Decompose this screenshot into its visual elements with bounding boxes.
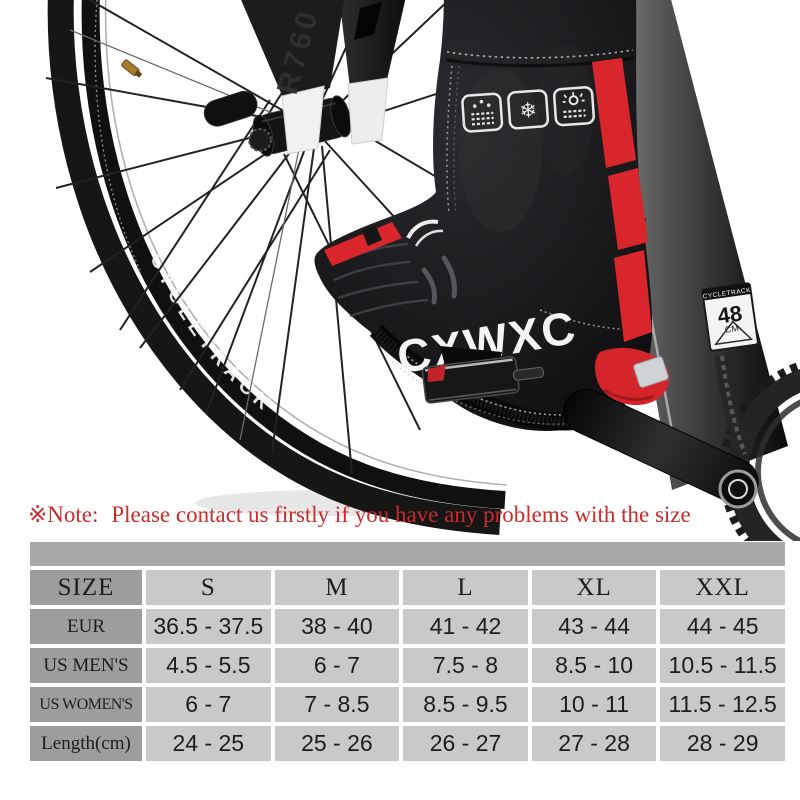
feature-badges: ❄ xyxy=(461,86,595,133)
red-stripes xyxy=(592,58,652,342)
us-womens-xl: 10 - 11 xyxy=(531,687,657,722)
row-label-length: Length(cm) xyxy=(30,726,142,761)
quick-release-lever xyxy=(203,90,272,152)
frame-size-sticker: CYCLETRACK 48 CM xyxy=(701,282,759,352)
seat-stays: R760 xyxy=(241,0,406,155)
note-prefix: ※Note: xyxy=(28,502,99,527)
row-label-us-womens: US WOMEN'S xyxy=(30,687,142,722)
eur-l: 41 - 42 xyxy=(403,609,528,644)
svg-text:❄: ❄ xyxy=(519,98,538,123)
size-chart-table: SIZE S M L XL XXL EUR 36.5 - 37.5 38 - 4… xyxy=(30,570,785,761)
us-mens-m: 6 - 7 xyxy=(274,648,400,683)
vent-slits xyxy=(421,255,457,305)
us-womens-m: 7 - 8.5 xyxy=(274,687,400,722)
row-label-eur: EUR xyxy=(30,609,142,644)
size-chart-header-s: S xyxy=(146,570,271,605)
cuff-stitching xyxy=(446,49,634,59)
us-womens-xxl: 11.5 - 12.5 xyxy=(660,687,785,722)
us-mens-xxl: 10.5 - 11.5 xyxy=(660,648,785,683)
reflective-strip xyxy=(633,356,669,388)
svg-text:48: 48 xyxy=(716,300,744,328)
note-body: Please contact us firstly if you have an… xyxy=(111,502,691,527)
product-photo: CYCLETRACK xyxy=(45,0,800,541)
eur-xxl: 44 - 45 xyxy=(660,609,785,644)
table-top-band xyxy=(30,542,785,566)
row-label-us-mens: US MEN'S xyxy=(30,648,142,683)
us-mens-s: 4.5 - 5.5 xyxy=(146,648,271,683)
svg-text:CM: CM xyxy=(724,323,739,335)
us-womens-s: 6 - 7 xyxy=(146,687,271,722)
eur-s: 36.5 - 37.5 xyxy=(146,609,271,644)
size-chart-header-m: M xyxy=(274,570,400,605)
length-m: 25 - 26 xyxy=(274,726,400,761)
length-xxl: 28 - 29 xyxy=(660,726,785,761)
toe-red-band xyxy=(324,219,444,266)
pedal xyxy=(421,356,544,404)
snowflake-icon: ❄ xyxy=(507,89,550,130)
size-chart-header-xxl: XXL xyxy=(660,570,785,605)
eur-m: 38 - 40 xyxy=(274,609,400,644)
crank-arm xyxy=(563,388,759,509)
us-mens-l: 7.5 - 8 xyxy=(403,648,528,683)
us-mens-xl: 8.5 - 10 xyxy=(531,648,657,683)
waterproof-icon xyxy=(461,92,504,133)
length-l: 26 - 27 xyxy=(403,726,528,761)
size-note: ※Note: Please contact us firstly if you h… xyxy=(28,502,788,528)
size-chart-header-size: SIZE xyxy=(30,570,142,605)
us-womens-l: 8.5 - 9.5 xyxy=(403,687,528,722)
bike-wheel: CYCLETRACK xyxy=(47,0,508,535)
size-chart-header-xl: XL xyxy=(531,570,657,605)
size-chart-header-l: L xyxy=(403,570,528,605)
length-xl: 27 - 28 xyxy=(531,726,657,761)
heel-stitching xyxy=(539,309,643,331)
valve-stem xyxy=(121,59,143,78)
eur-xl: 43 - 44 xyxy=(531,609,657,644)
wheel-spokes xyxy=(45,0,561,475)
reflective-icon xyxy=(552,86,595,127)
zipper-stitching xyxy=(446,65,453,215)
length-s: 24 - 25 xyxy=(146,726,271,761)
heel-tab xyxy=(595,347,670,406)
